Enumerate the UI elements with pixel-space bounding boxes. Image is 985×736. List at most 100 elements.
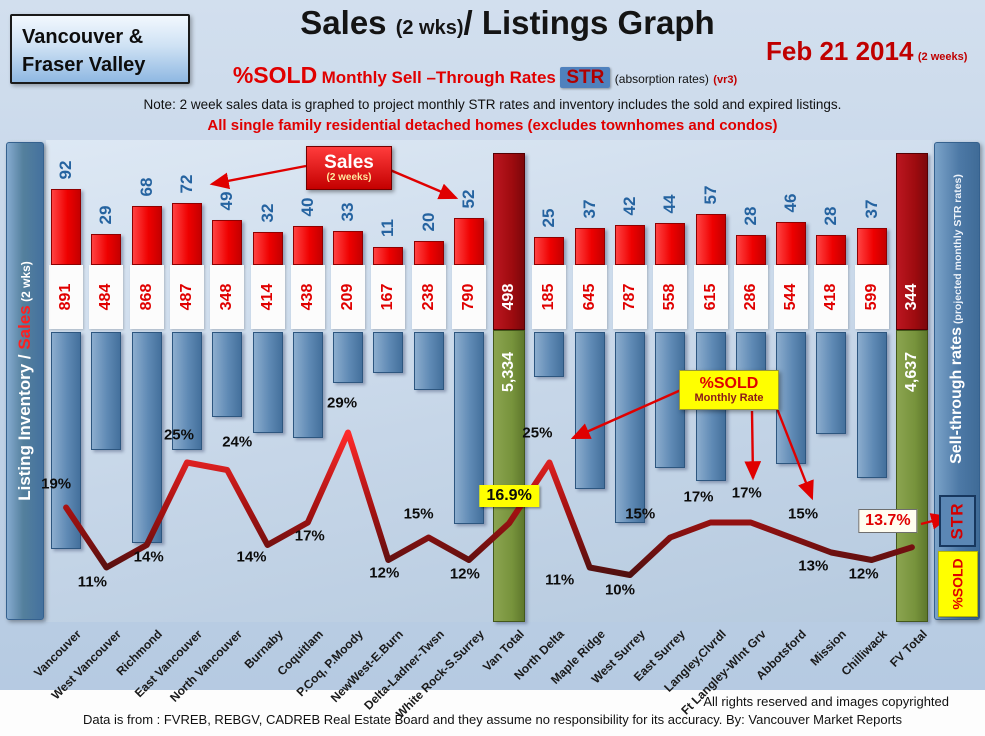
str-point-label: 14% — [236, 548, 267, 566]
sales-bar — [132, 206, 162, 265]
str-badge: STR — [560, 67, 611, 88]
rates-title: Monthly Sell –Through Rates — [321, 68, 556, 87]
inventory-number-strip — [371, 265, 405, 329]
sales-bar — [253, 232, 283, 265]
inventory-number-strip — [49, 265, 83, 329]
sales-callout-title: Sales — [324, 152, 374, 173]
inventory-number-strip — [573, 265, 607, 329]
sales-bar — [736, 235, 766, 265]
sales-value-label: 42 — [620, 196, 639, 216]
inventory-bar — [575, 332, 605, 489]
str-point-label: 15% — [788, 505, 819, 522]
str-point-label: 16.9% — [479, 485, 539, 508]
str-point-label: 25% — [522, 424, 553, 441]
scope-text: All single family residential detached h… — [207, 117, 778, 134]
inventory-bar — [373, 332, 403, 373]
str-point-label: 17% — [294, 527, 325, 544]
total-inventory-value-label: 4,637 — [903, 351, 920, 393]
inventory-number-strip — [452, 265, 486, 329]
sales-bar — [51, 189, 81, 265]
title-rest: / Listings Graph — [463, 4, 715, 41]
str-point-label: 15% — [625, 505, 656, 522]
inventory-value-label: 484 — [97, 283, 114, 311]
report-date-suffix: (2 weeks) — [917, 51, 968, 63]
inventory-value-label: 286 — [742, 283, 759, 311]
report-date-text: Feb 21 2014 — [766, 36, 914, 66]
inventory-bar — [333, 332, 363, 383]
sales-bar — [575, 228, 605, 265]
sales-bar — [655, 223, 685, 265]
str-point-label: 13.7% — [858, 509, 918, 534]
left-axis-part2: (2 wks) — [19, 261, 33, 306]
title-size-note: (2 wks) — [395, 17, 464, 39]
sales-value-label: 68 — [137, 177, 156, 197]
region-box: Vancouver & Fraser Valley — [10, 14, 190, 84]
inventory-number-strip — [855, 265, 889, 329]
inventory-value-label: 348 — [218, 283, 235, 311]
str-point-label: 11% — [545, 571, 575, 588]
inventory-bar — [293, 332, 323, 438]
str-point-label: 12% — [449, 565, 480, 583]
inventory-bar — [132, 332, 162, 543]
sales-bar — [373, 247, 403, 265]
inventory-number-strip — [694, 265, 728, 329]
inventory-value-label: 167 — [379, 283, 396, 311]
inventory-number-strip — [210, 265, 244, 329]
inventory-bar — [816, 332, 846, 434]
total-sales-value-label: 498 — [500, 283, 517, 311]
str-point-label: 17% — [731, 484, 762, 501]
sales-bar — [816, 235, 846, 265]
inventory-number-strip — [412, 265, 446, 329]
sales-value-label: 25 — [539, 208, 558, 228]
inventory-value-label: 414 — [259, 283, 276, 311]
region-line1: Vancouver & — [22, 26, 144, 48]
str-axis-badge: STR — [939, 495, 976, 547]
total-sales-bar — [896, 153, 928, 330]
inventory-value-label: 185 — [540, 283, 557, 311]
sales-bar — [172, 203, 202, 265]
inventory-bar — [253, 332, 283, 433]
total-sales-value-label: 344 — [903, 283, 920, 311]
sales-value-label: 28 — [821, 206, 840, 226]
inventory-number-strip — [170, 265, 204, 329]
sales-bar — [293, 226, 323, 265]
sales-callout: Sales (2 weeks) — [306, 146, 392, 190]
sales-value-label: 33 — [338, 202, 357, 222]
str-point-label: 29% — [327, 394, 358, 411]
sales-value-label: 37 — [862, 199, 881, 219]
sales-value-label: 40 — [298, 197, 317, 217]
inventory-value-label: 868 — [138, 283, 155, 311]
inventory-value-label: 558 — [661, 283, 678, 311]
inventory-number-strip — [734, 265, 768, 329]
subtitle: %SOLD Monthly Sell –Through Rates STR (a… — [185, 62, 785, 89]
pct-sold-callout-title: %SOLD — [699, 374, 759, 392]
inventory-value-label: 438 — [299, 283, 316, 311]
inventory-number-strip — [532, 265, 566, 329]
inventory-value-label: 544 — [782, 283, 799, 311]
sales-callout-sub: (2 weeks) — [326, 172, 372, 183]
inventory-number-strip — [291, 265, 325, 329]
inventory-bar — [212, 332, 242, 417]
inventory-bar — [414, 332, 444, 390]
str-point-label: 15% — [403, 505, 434, 522]
pct-sold-title: %SOLD — [232, 62, 318, 88]
sales-value-label: 11 — [378, 219, 397, 237]
sales-bar — [696, 214, 726, 265]
sales-bar — [91, 234, 121, 265]
str-point-label: 12% — [369, 564, 400, 582]
inventory-number-strip — [130, 265, 164, 329]
inventory-bar — [51, 332, 81, 549]
page-title: Sales (2 wks)/ Listings Graph — [235, 4, 780, 42]
inventory-value-label: 487 — [178, 283, 195, 311]
sales-bar — [534, 237, 564, 265]
sales-value-label: 49 — [217, 191, 236, 211]
inventory-number-strip — [89, 265, 123, 329]
report-date: Feb 21 2014 (2 weeks) — [766, 36, 967, 67]
left-axis-sales: Sales — [15, 305, 34, 350]
inventory-bar — [534, 332, 564, 377]
inventory-value-label: 418 — [822, 283, 839, 311]
sales-value-label: 44 — [660, 194, 679, 214]
total-sales-bar — [493, 153, 525, 330]
inventory-value-label: 891 — [57, 283, 74, 311]
title-main: Sales — [300, 4, 396, 41]
